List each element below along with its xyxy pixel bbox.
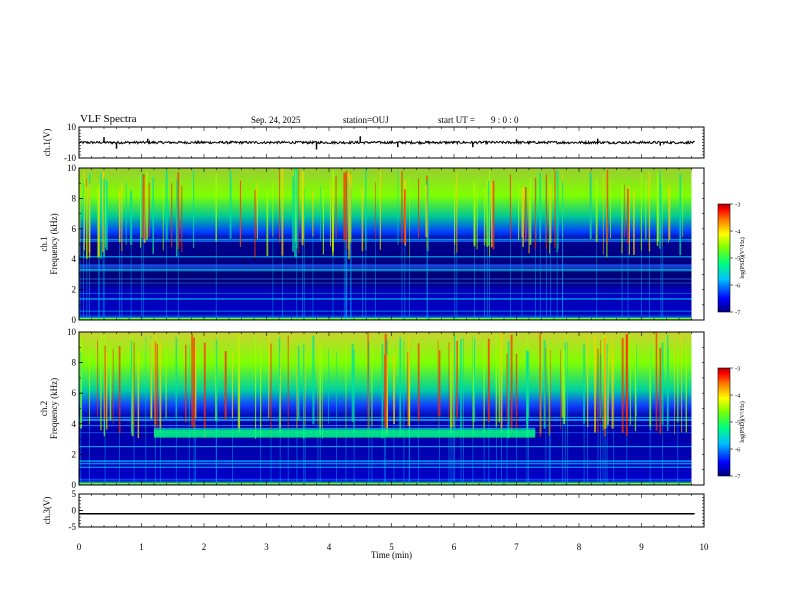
ch1-spectrogram-y-tick-label: 0 (72, 315, 77, 325)
ch1-spectrogram-panel: 0 2 4 6 8 10 (67, 163, 705, 325)
x-tick-label: 1 (139, 542, 144, 552)
ch1-waveform-ylabel: ch.1(V) (42, 129, 52, 157)
x-tick-label: 3 (264, 542, 269, 552)
ch2-emission-band (154, 429, 536, 438)
ch2-spectrogram-colorbar-tick-label: -3 (735, 366, 740, 373)
ch1-spectrogram-colorbar-tick-label: -3 (735, 202, 740, 209)
ch1-spectrogram-y-tick-label: 2 (72, 285, 77, 295)
ch1-y-tick-label: 10 (67, 122, 77, 132)
ch2-spectrogram-colorbar-tick-label: -5 (735, 420, 740, 427)
x-tick-label: 4 (327, 542, 332, 552)
ch1-spectrogram-y-tick-label: 10 (67, 163, 77, 173)
ch1-spectrogram-y-tick-label: 8 (72, 193, 77, 203)
station-label: station=OUJ (343, 115, 389, 125)
ch1-spectrogram-ylabel-quantity: Frequency (kHz) (49, 213, 59, 274)
x-tick-label: 7 (514, 542, 519, 552)
ch2-spectrogram-colorbar-label: log(PSD)(V²/Hz) (739, 401, 746, 442)
x-tick-label: 6 (452, 542, 457, 552)
ch2-spectrogram-image (79, 332, 692, 485)
ch2-spectrogram-colorbar-tick-label: -7 (735, 474, 741, 481)
ch2-spectrogram-colorbar-gradient (717, 367, 731, 477)
ch1-spectrogram-colorbar-gradient (717, 203, 731, 313)
start-ut-time: 9 : 0 : 0 (491, 115, 519, 125)
ch1-spectrogram-ylabel-channel: ch.1 (39, 236, 49, 251)
ch1-spectrogram-colorbar-tick-label: -4 (735, 229, 741, 236)
x-tick-label: 8 (577, 542, 582, 552)
ch1-spectrogram-colorbar-tick-label: -5 (735, 256, 740, 263)
x-tick-label: 2 (202, 542, 207, 552)
x-tick-label: 9 (639, 542, 644, 552)
ch2-spectrogram-colorbar: -3 -4 -5 -6 -7 log(PSD)(V²/Hz) (717, 366, 746, 481)
date-label: Sep. 24, 2025 (251, 115, 301, 125)
ch3-waveform-ylabel: ch.3(V) (42, 497, 52, 525)
ch2-spectrogram-y-tick-label: 6 (72, 388, 77, 398)
ch3-y-tick-label: -5 (69, 522, 77, 532)
ch1-spectrogram-image (79, 168, 692, 320)
ch2-spectrogram-y-tick-label: 4 (72, 419, 77, 429)
ch2-spectrogram-y-tick-label: 2 (72, 449, 77, 459)
ch3-y-tick-label: 5 (72, 489, 77, 499)
ch2-emission-band-edge (154, 427, 536, 430)
ch2-spectrogram-ylabel-channel: ch.2 (39, 401, 49, 416)
ch1-waveform-panel: 10 -10 (64, 122, 705, 163)
ch1-spectrogram-colorbar-tick-label: -6 (735, 283, 741, 290)
ch3-waveform-panel: 5 0 -5 (69, 489, 705, 532)
ch1-spectrogram-colorbar: -3 -4 -5 -6 -7 log(PSD)(V²/Hz) (717, 202, 746, 317)
x-tick-label: 10 (700, 542, 710, 552)
ch2-spectrogram-y-tick-label: 0 (72, 480, 77, 490)
ch1-spectrogram-y-tick-label: 6 (72, 224, 77, 234)
ch1-spectrogram-colorbar-label: log(PSD)(V²/Hz) (739, 237, 746, 278)
ch1-waveform-trace (78, 139, 695, 146)
ch2-spectrogram-panel: 0 2 4 6 8 10 (67, 327, 705, 490)
ch2-spectrogram-colorbar-tick-label: -4 (735, 393, 741, 400)
ch3-waveform-frame (78, 493, 705, 528)
start-ut-label: start UT = (438, 115, 475, 125)
x-axis-label: Time (min) (371, 550, 412, 560)
chart-title: VLF Spectra (80, 113, 137, 125)
ch1-y-tick-label: -10 (64, 153, 76, 163)
ch2-spectrogram-y-tick-label: 10 (67, 327, 77, 337)
ch1-spectrogram-base (79, 168, 692, 320)
x-tick-label: 0 (77, 542, 82, 552)
ch2-spectrogram-colorbar-tick-label: -6 (735, 447, 741, 454)
ch1-spectrogram-colorbar-tick-label: -7 (735, 310, 741, 317)
x-tick-label: 5 (389, 542, 394, 552)
x-axis: 0 1 2 3 4 5 6 7 8 9 10 Time (min) (77, 127, 709, 560)
ch1-spectrogram-y-tick-label: 4 (72, 254, 77, 264)
ch2-spectrogram-ylabel-quantity: Frequency (kHz) (49, 378, 59, 439)
ch2-spectrogram-y-tick-label: 8 (72, 358, 77, 368)
ch3-y-tick-label: 0 (72, 506, 77, 516)
